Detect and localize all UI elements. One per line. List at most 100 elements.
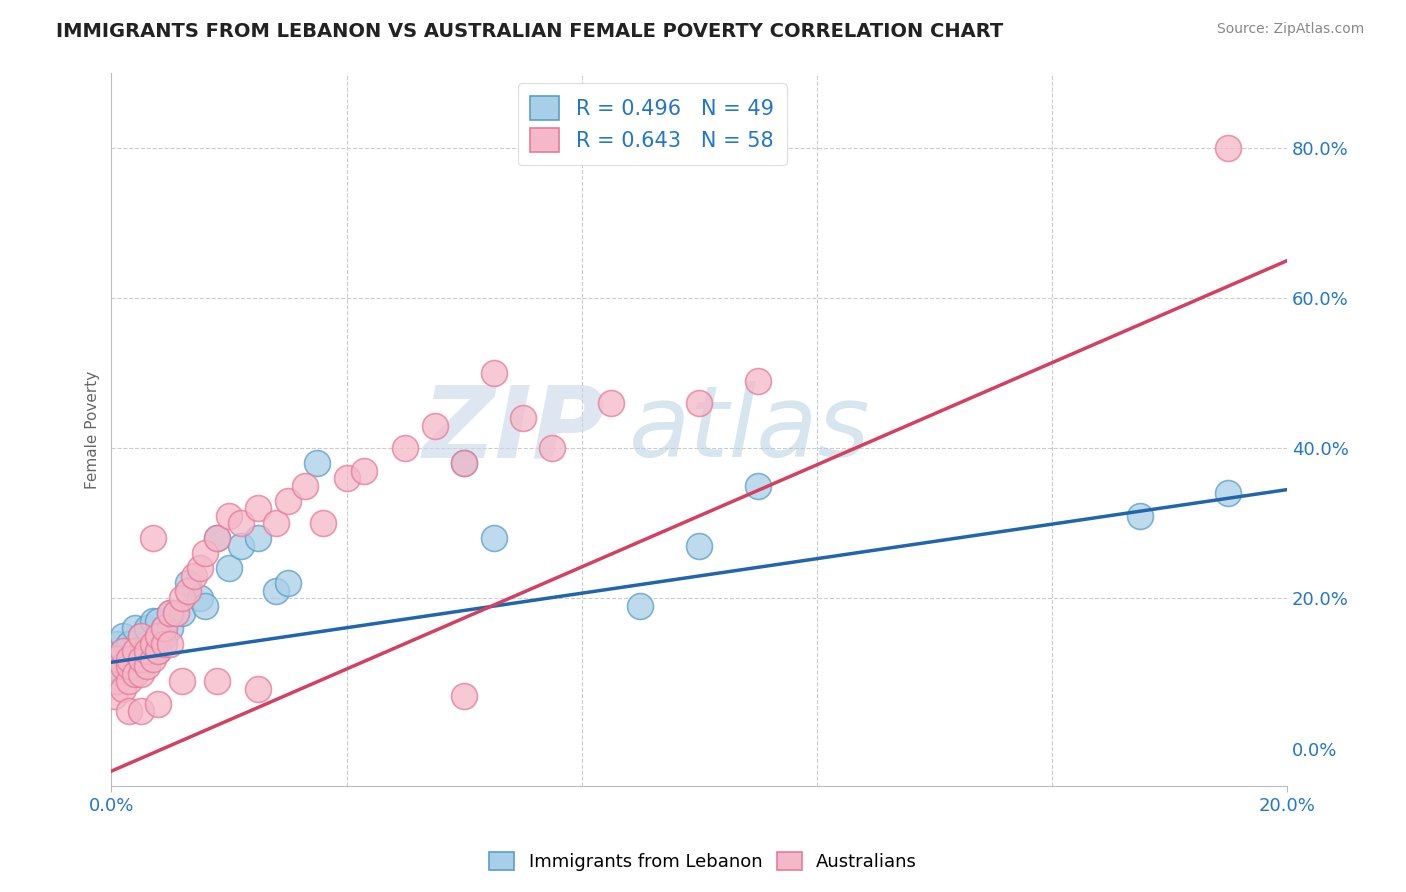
Point [148,644,170,658]
Point [482,366,505,380]
Point [205,674,228,689]
Point [142,636,165,650]
Point [165,607,187,621]
Point [148,644,170,658]
Point [118,659,141,673]
Point [188,561,211,575]
Point [118,651,141,665]
Text: ZIP: ZIP [422,381,605,478]
Point [194,546,217,560]
Text: IMMIGRANTS FROM LEBANON VS AUSTRALIAN FEMALE POVERTY CORRELATION CHART: IMMIGRANTS FROM LEBANON VS AUSTRALIAN FE… [56,22,1004,41]
Point [747,479,769,493]
Point [453,456,475,470]
Point [112,629,135,643]
Point [394,442,416,456]
Point [170,674,193,689]
Point [124,666,146,681]
Point [124,622,146,636]
Point [129,651,152,665]
Point [218,561,240,575]
Point [118,636,141,650]
Point [294,479,316,493]
Point [118,674,141,689]
Point [1218,486,1240,500]
Point [512,411,534,425]
Point [153,636,176,650]
Point [142,644,165,658]
Point [135,651,157,665]
Point [129,666,152,681]
Point [112,659,135,673]
Point [124,644,146,658]
Point [135,644,157,658]
Point [353,464,375,478]
Point [1218,141,1240,155]
Point [229,516,252,531]
Point [194,599,217,613]
Point [129,629,152,643]
Point [118,704,141,718]
Point [453,689,475,703]
Point [135,636,157,650]
Point [129,659,152,673]
Point [148,697,170,711]
Point [247,501,270,516]
Point [105,636,128,650]
Point [482,532,505,546]
Point [105,674,128,689]
Point [247,681,270,696]
Point [229,539,252,553]
Point [112,681,135,696]
Point [165,607,187,621]
Point [307,456,329,470]
Point [453,456,475,470]
Point [159,622,181,636]
Point [159,607,181,621]
Point [541,442,564,456]
Point [747,374,769,388]
Point [124,651,146,665]
Point [688,539,710,553]
Point [277,494,299,508]
Point [170,591,193,606]
Point [105,651,128,665]
Point [423,418,446,433]
Point [153,622,176,636]
Point [1129,508,1152,523]
Point [135,622,157,636]
Point [247,532,270,546]
Point [205,532,228,546]
Point [118,651,141,665]
Point [129,651,152,665]
Point [112,644,135,658]
Point [112,666,135,681]
Point [600,396,623,410]
Point [112,644,135,658]
Point [142,614,165,628]
Legend: R = 0.496   N = 49, R = 0.643   N = 58: R = 0.496 N = 49, R = 0.643 N = 58 [517,83,786,165]
Point [142,651,165,665]
Point [118,659,141,673]
Y-axis label: Female Poverty: Female Poverty [86,370,100,489]
Point [159,607,181,621]
Point [103,689,125,703]
Point [335,471,357,485]
Point [124,666,146,681]
Point [105,659,128,673]
Point [129,704,152,718]
Point [312,516,335,531]
Text: atlas: atlas [628,381,870,478]
Point [129,644,152,658]
Point [218,508,240,523]
Point [159,636,181,650]
Point [264,584,287,599]
Point [188,591,211,606]
Point [142,636,165,650]
Point [148,629,170,643]
Point [103,651,125,665]
Point [688,396,710,410]
Text: Source: ZipAtlas.com: Source: ZipAtlas.com [1216,22,1364,37]
Point [142,532,165,546]
Point [177,584,200,599]
Point [118,644,141,658]
